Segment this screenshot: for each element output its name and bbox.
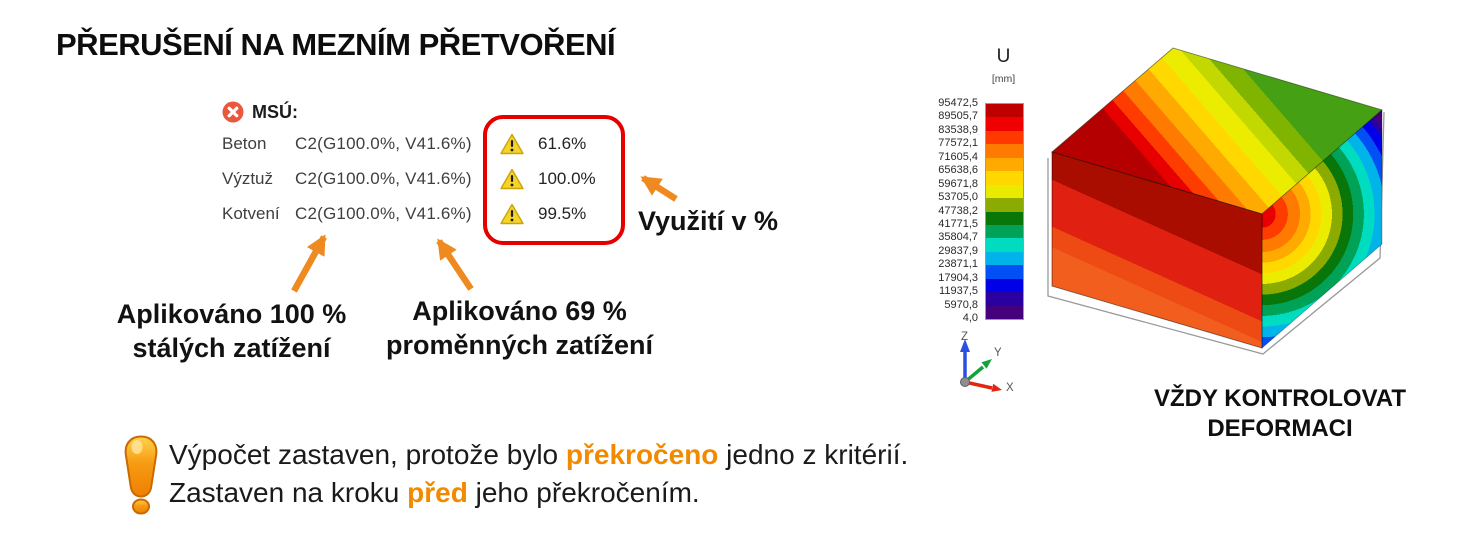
row-combination: C2(G100.0%, V41.6%) <box>295 133 472 153</box>
exclamation-icon <box>121 435 161 515</box>
legend-color-cell <box>986 157 1023 172</box>
legend-tick-value: 23871,1 <box>938 258 978 271</box>
row-utilization-value: 61.6% <box>538 133 587 153</box>
arrow-variable-load <box>436 238 474 291</box>
variable-load-line2: proměnných zatížení <box>385 330 654 360</box>
variable-load-label: Aplikováno 69 % proměnných zatížení <box>372 294 667 362</box>
permanent-load-line1: Aplikováno 100 % <box>116 299 347 329</box>
warning-triangle-icon <box>500 168 524 190</box>
utilization-highlight-box <box>483 115 625 245</box>
legend-tick-value: 89505,7 <box>938 110 978 123</box>
legend-tick-value: 59671,8 <box>938 177 978 190</box>
row-combination: C2(G100.0%, V41.6%) <box>295 203 472 223</box>
legend-color-cell <box>986 130 1023 145</box>
legend-tick-value: 11937,5 <box>939 285 978 298</box>
legend-title: U <box>996 46 1011 67</box>
legend-tick-value: 77572,1 <box>938 137 978 150</box>
result-panel-title: MSÚ: <box>252 101 298 122</box>
legend-tick-value: 47738,2 <box>938 204 978 217</box>
legend-tick-value: 29837,9 <box>938 244 978 257</box>
note-line2: Zastaven na kroku před jeho překročením. <box>169 474 908 512</box>
note-plain-text: jedno z kritérií. <box>718 439 909 470</box>
error-circle-x-icon <box>222 101 244 123</box>
row-combination: C2(G100.0%, V41.6%) <box>295 168 472 188</box>
deformation-legend: U [mm] 95472,5 89505,7 83538,9 77572,1 71605… <box>900 42 1030 342</box>
legend-color-cell <box>986 184 1023 199</box>
legend-color-cell <box>986 211 1023 225</box>
legend-unit: [mm] <box>991 73 1016 85</box>
row-name: Výztuž <box>222 168 274 188</box>
legend-tick-value: 17904,3 <box>938 271 978 284</box>
legend-color-cell <box>986 251 1023 266</box>
legend-tick-value: 71605,4 <box>938 150 978 163</box>
warning-triangle-icon <box>500 203 524 225</box>
legend-color-cell <box>986 104 1023 118</box>
note-line1: Výpočet zastaven, protože bylo překročen… <box>169 436 908 474</box>
variable-load-line1: Aplikováno 69 % <box>412 296 627 326</box>
legend-tick-value: 5970,8 <box>944 298 978 311</box>
legend-color-cell <box>986 305 1023 319</box>
legend-tick-value: 83538,9 <box>938 123 978 136</box>
legend-tick-value: 35804,7 <box>938 231 978 244</box>
result-panel: MSÚ: Beton C2(G100.0%, V41.6%) 61.6% Výztuž… <box>222 100 652 245</box>
result-panel-header: MSÚ: <box>222 100 652 124</box>
caption-line2: DEFORMACI <box>1207 415 1353 442</box>
result-row: Kotvení C2(G100.0%, V41.6%) 99.5% <box>222 196 652 231</box>
result-row: Beton C2(G100.0%, V41.6%) 61.6% <box>222 126 652 161</box>
note-plain-text: Výpočet zastaven, protože bylo <box>169 439 566 470</box>
warning-triangle-icon <box>500 133 524 155</box>
legend-tick-value: 53705,0 <box>938 191 978 204</box>
row-name: Beton <box>222 133 267 153</box>
axis-y-label: Y <box>994 347 1002 359</box>
result-rows: Beton C2(G100.0%, V41.6%) 61.6% Výztuž C2(G1… <box>222 126 652 231</box>
note-plain-text: jeho překročením. <box>467 476 700 508</box>
legend-color-cell <box>986 198 1023 212</box>
legend-tick-value: 95472,5 <box>938 97 978 109</box>
row-name: Kotvení <box>222 203 280 223</box>
legend-color-cell <box>986 117 1023 131</box>
legend-color-cell <box>986 238 1023 252</box>
deformed-cube-plot <box>1047 47 1385 355</box>
cube-caption: VŽDY KONTROLOVAT DEFORMACI <box>1105 384 1455 444</box>
legend-color-cell <box>986 224 1023 239</box>
note-accent-text: před <box>407 476 468 508</box>
permanent-load-label: Aplikováno 100 % stálých zatížení <box>84 297 379 365</box>
legend-tick-value: 65638,6 <box>938 164 978 177</box>
legend-color-cell <box>986 278 1023 293</box>
legend-color-cell <box>986 265 1023 279</box>
note-plain-text: Zastaven na kroku <box>169 476 408 508</box>
legend-tick-value: 4,0 <box>962 312 978 324</box>
row-utilization-value: 100.0% <box>538 168 596 188</box>
note-accent-text: překročeno <box>565 439 719 470</box>
legend-color-cell <box>986 292 1023 306</box>
cube-front-face <box>1051 151 1263 349</box>
axis-z-label: Z <box>961 331 968 343</box>
permanent-load-line2: stálých zatížení <box>132 333 331 363</box>
result-row: Výztuž C2(G100.0%, V41.6%) 100.0% <box>222 161 652 196</box>
page-title: PŘERUŠENÍ NA MEZNÍM PŘETVOŘENÍ <box>56 27 616 62</box>
legend-color-bar <box>985 103 1024 320</box>
note-text: Výpočet zastaven, protože bylo překročen… <box>169 436 908 511</box>
legend-color-cell <box>986 144 1023 158</box>
arrow-permanent-load <box>291 234 327 293</box>
row-utilization-value: 99.5% <box>538 203 587 223</box>
caption-line1: VŽDY KONTROLOVAT <box>1154 385 1406 412</box>
legend-color-cell <box>986 171 1023 185</box>
legend-tick-value: 41771,5 <box>938 217 978 230</box>
coordinate-axes-icon: Z Y X <box>960 331 1014 394</box>
axis-x-label: X <box>1006 382 1014 394</box>
utilization-label: Využití v % <box>638 206 779 236</box>
